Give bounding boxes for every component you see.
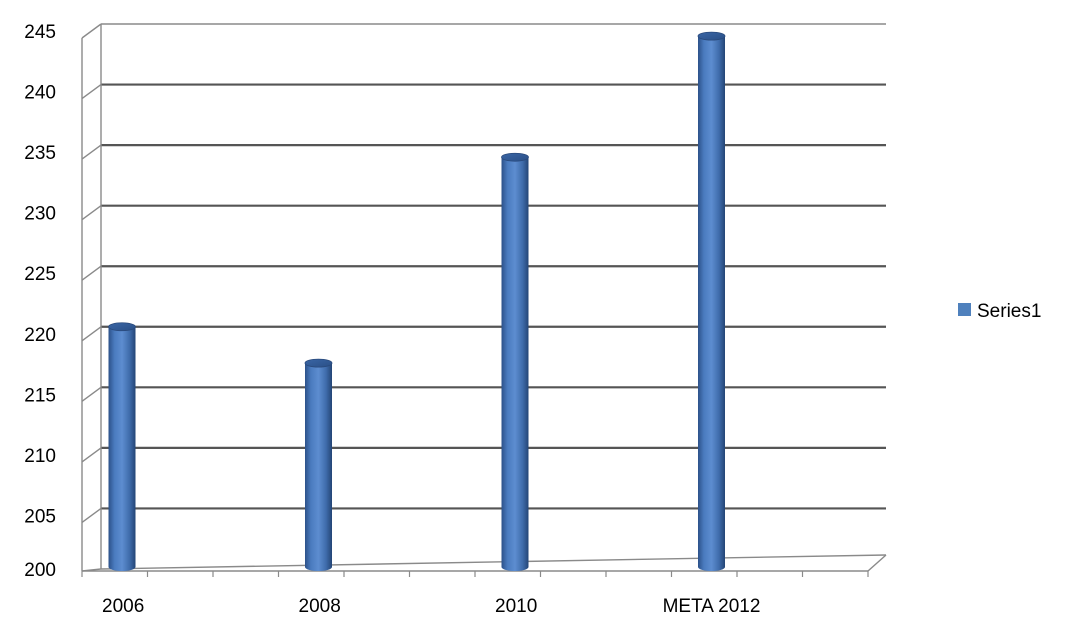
y-tick-label-245: 245 <box>24 22 56 43</box>
gridline-side-215 <box>81 386 102 402</box>
gridline-side-210 <box>81 447 102 463</box>
bar-3 <box>697 31 726 572</box>
bar-0 <box>108 322 136 571</box>
bar-cap-2 <box>501 152 529 162</box>
x-tick-label-0: 2006 <box>102 596 144 617</box>
legend: Series1 <box>958 301 1041 322</box>
bar-cap-0 <box>108 322 136 332</box>
gridline-side-230 <box>81 205 102 221</box>
y-tick-label-230: 230 <box>24 204 56 225</box>
y-tick-label-220: 220 <box>24 325 56 346</box>
y-tick-label-210: 210 <box>24 446 56 467</box>
floor-right-edge <box>867 554 887 572</box>
bar-body-1 <box>305 363 332 571</box>
y-tick-label-215: 215 <box>24 385 56 406</box>
gridline-side-235 <box>81 144 102 160</box>
y-tick-label-240: 240 <box>24 83 56 104</box>
bar-2 <box>501 152 529 571</box>
floor-back-edge <box>100 554 887 570</box>
bar-cap-1 <box>304 358 333 368</box>
bar-1 <box>304 358 333 571</box>
bar-body-0 <box>108 326 136 571</box>
y-tick-label-235: 235 <box>24 143 56 164</box>
x-tick-label-3: META 2012 <box>663 596 761 617</box>
gridlines <box>81 23 886 524</box>
gridline-side-220 <box>81 326 102 342</box>
bar-body-3 <box>698 36 725 572</box>
legend-label-series1: Series1 <box>977 301 1041 322</box>
y-tick-label-205: 205 <box>24 506 56 527</box>
x-tick-label-1: 2008 <box>299 596 341 617</box>
floor-left-edge <box>81 568 102 572</box>
gridline-side-240 <box>81 83 102 100</box>
gridline-side-225 <box>81 265 102 281</box>
axes <box>81 24 887 577</box>
y-tick-label-200: 200 <box>24 560 56 581</box>
bars <box>108 31 726 572</box>
gridline-side-245 <box>81 23 102 39</box>
bar-cap-3 <box>697 31 726 41</box>
y-tick-label-225: 225 <box>24 264 56 285</box>
gridline-side-205 <box>81 507 102 524</box>
tick-labels: 200 205 210 215 220 225 230 235 240 245 2006 2008 20… <box>24 22 760 617</box>
x-tick-label-2: 2010 <box>495 596 537 617</box>
legend-swatch-series1 <box>958 303 971 316</box>
bar-body-2 <box>501 157 529 571</box>
